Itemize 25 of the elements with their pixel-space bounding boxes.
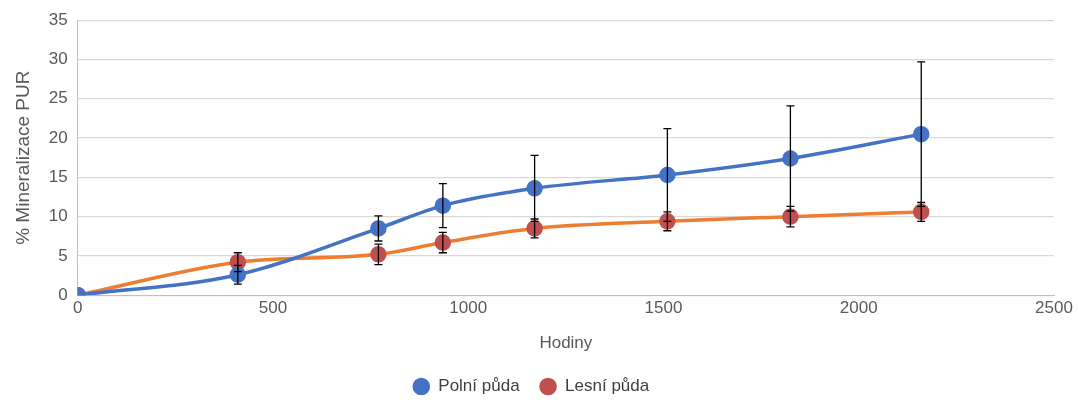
x-tick-label: 1000	[449, 298, 488, 318]
legend-label: Polní půda	[438, 376, 521, 396]
point	[659, 166, 676, 184]
y-axis-title: % Mineralizace PUR	[11, 70, 33, 245]
x-tick-label: 2000	[839, 298, 878, 318]
point	[526, 180, 543, 197]
y-tick-label: 10	[48, 206, 68, 226]
point	[434, 234, 452, 251]
legend-label: Lesní půda	[565, 376, 650, 396]
point	[434, 197, 452, 214]
x-axis-title: Hodiny	[539, 333, 593, 353]
x-tick-label: 1500	[644, 298, 683, 318]
x-tick-label: 2500	[1035, 298, 1073, 318]
point	[912, 125, 930, 143]
x-tick-label: 0	[72, 298, 83, 318]
y-tick-label: 15	[48, 167, 68, 187]
y-tick-label: 20	[48, 127, 68, 147]
y-tick-label: 0	[58, 284, 68, 304]
x-tick-label: 500	[258, 298, 288, 318]
point	[782, 150, 799, 167]
y-tick-label: 35	[48, 9, 68, 29]
point	[370, 220, 387, 237]
y-tick-label: 30	[48, 49, 68, 69]
y-tick-label: 25	[48, 88, 68, 108]
y-tick-label: 5	[58, 245, 68, 265]
